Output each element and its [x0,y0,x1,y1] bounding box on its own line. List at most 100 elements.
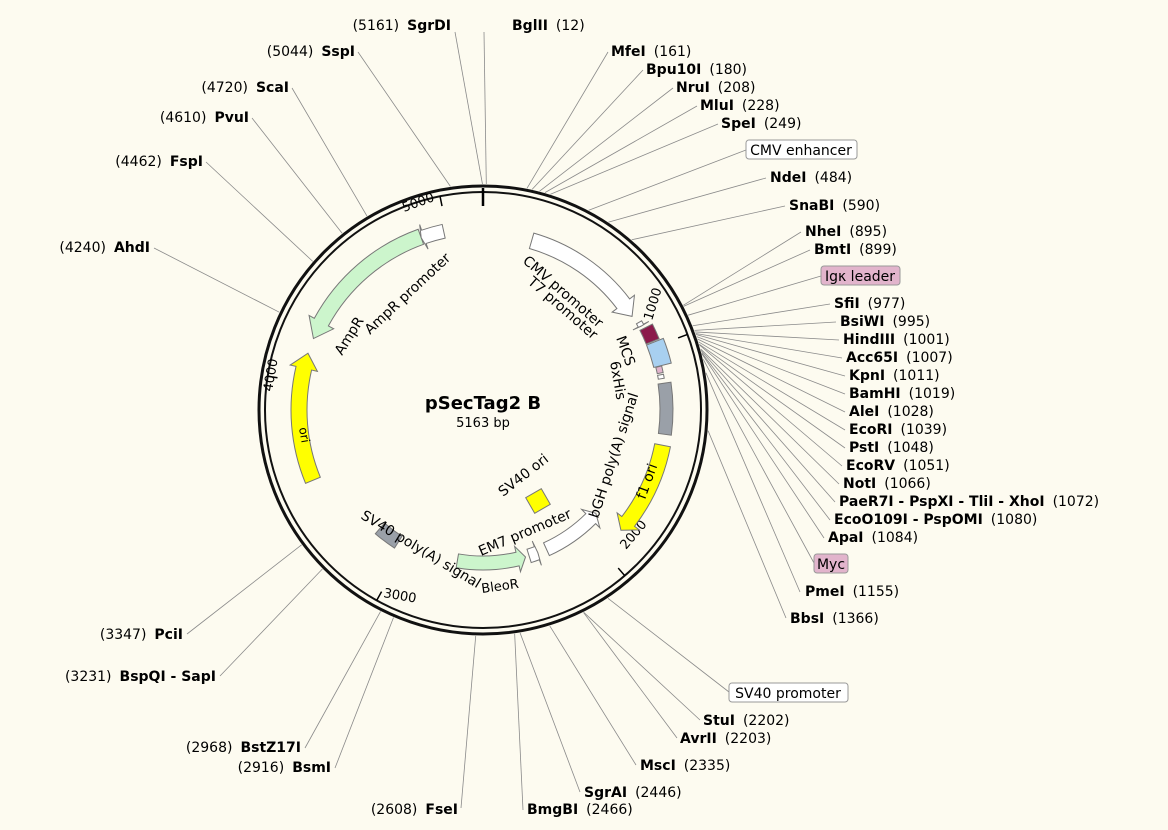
site-paer7i[interactable]: PaeR7I - PspXI - TliI - XhoI (1072) [839,494,1099,510]
feature-arc-6xhis[interactable] [657,373,665,380]
leader-line [304,611,381,749]
site-noti[interactable]: NotI (1066) [843,476,931,492]
feature-arc-sv40-poly-a-signal[interactable] [374,522,403,549]
site-pvui[interactable]: (4610) PvuI [160,110,249,126]
feature-arc-t7-promoter[interactable] [632,320,650,331]
site-sgrdi[interactable]: (5161) SgrDI [353,18,451,34]
site-bmgbi[interactable]: BmgBI (2466) [527,802,633,818]
site-fspi[interactable]: (4462) FspI [115,154,203,170]
feature-arc-f1-ori[interactable] [616,443,672,531]
boxed-feature-label: SV40 promoter [735,686,841,702]
site-scai[interactable]: (4720) ScaI [201,80,289,96]
leader-line [291,87,368,217]
leader-line [692,303,831,327]
site-ecori[interactable]: EcoRI (1039) [849,422,947,438]
boxed-feature-label: Myc [817,557,845,573]
site-ndei[interactable]: NdeI (484) [770,170,852,186]
site-avrii[interactable]: AvrII (2203) [680,731,771,747]
site-sspi[interactable]: (5044) SspI [267,44,355,60]
scale-tick-label-3000: 3000 [382,586,417,607]
label-6xhis: 6xHis [606,360,629,401]
feature-arc-mcs[interactable] [645,337,672,369]
feature-arc-ori[interactable] [288,352,322,485]
scale-tick-1000 [677,333,688,339]
leader-line [531,69,644,190]
boxed-feature-igk-leader[interactable]: Igκ leader [820,265,901,286]
site-nhei[interactable]: NheI (895) [805,224,887,240]
site-acc65i[interactable]: Acc65I (1007) [846,350,953,366]
site-bstz17i[interactable]: (2968) BstZ17I [186,740,301,756]
leader-line [583,612,678,739]
feature-arc-cmv-promoter[interactable] [528,232,636,318]
label-ampr: AmpR [332,314,368,358]
sv40-ori-box [525,488,551,514]
leader-line [695,331,840,341]
site-mfei[interactable]: MfeI (161) [611,44,691,60]
leader-line [544,105,698,193]
site-pmei[interactable]: PmeI (1155) [805,584,899,600]
leader-line [701,352,831,521]
site-mlui[interactable]: MluI (228) [700,98,780,114]
label-em7: EM7 promoter [476,506,574,560]
backbone-outer [257,184,709,636]
plasmid-length: 5163 bp [456,416,510,431]
site-spei[interactable]: SpeI (249) [721,116,801,132]
leader-line [700,350,836,503]
site-ecoo109i[interactable]: EcoO109I - PspOMI (1080) [834,512,1037,528]
site-sgrai[interactable]: SgrAI (2446) [584,785,682,801]
site-bbsi[interactable]: BbsI (1366) [790,611,879,627]
leader-line [694,321,837,331]
feature-arc-bgh-poly-a-signal[interactable] [657,381,674,436]
site-labels: (5161) SgrDI BglII (12) MfeI (161) Bpu10I (1… [59,18,1099,818]
boxed-feature-myc[interactable]: Myc [813,553,849,574]
site-fsei[interactable]: (2608) FseI [371,802,458,818]
leader-line [683,231,802,306]
site-bsmi[interactable]: (2916) BsmI [238,760,331,776]
site-nrui[interactable]: NruI (208) [676,80,755,96]
site-apai[interactable]: ApaI (1084) [828,530,918,546]
leader-line [251,117,343,234]
site-bspqi[interactable]: (3231) BspQI - SapI [65,669,216,685]
feature-arc-myc[interactable] [655,365,664,375]
feature-arc-ampr[interactable] [308,228,425,340]
site-sfii[interactable]: SfiI (977) [834,296,905,312]
feature-arc-ampr-promoter[interactable] [419,223,446,250]
boxed-feature-frame [745,139,858,160]
feature-arc-bleor[interactable] [455,544,527,574]
leader-line [695,334,846,377]
feature-arc-em7-promoter[interactable] [526,540,542,566]
leader-line [583,612,701,721]
boxed-feature-frame [813,553,849,574]
site-stui[interactable]: StuI (2202) [703,713,790,729]
site-pcii[interactable]: (3347) PciI [100,627,183,643]
scale-tick-5000 [439,196,443,207]
site-bglii[interactable]: BglII (12) [512,18,585,34]
site-snabi[interactable]: SnaBI (590) [789,198,880,214]
site-kpni[interactable]: KpnI (1011) [849,368,940,384]
leader-lines [153,31,846,811]
boxed-feature-cmv-enhancer[interactable]: CMV enhancer [745,139,858,160]
label-bleor: BleoR [480,577,519,597]
site-msci[interactable]: MscI (2335) [640,758,730,774]
boxed-feature-sv40-promoter[interactable]: SV40 promoter [728,682,849,703]
leader-line [153,247,280,313]
leader-line [700,348,840,485]
site-ahdi[interactable]: (4240) AhdI [59,240,150,256]
leader-line [608,177,767,223]
leader-line [705,372,801,593]
leader-line [454,31,483,185]
leader-line [698,343,846,449]
feature-arc-ig-leader[interactable] [639,323,660,345]
leader-line [483,31,487,185]
site-ecorv[interactable]: EcoRV (1051) [846,458,950,474]
site-bmti[interactable]: BmtI (899) [814,242,897,258]
leader-line [334,617,394,769]
site-alei[interactable]: AleI (1028) [849,404,934,420]
site-bpu10i[interactable]: Bpu10I (180) [646,62,747,78]
leader-line [519,632,581,793]
site-bamhi[interactable]: BamHI (1019) [849,386,955,402]
site-bsiwi[interactable]: BsiWI (995) [840,314,930,330]
feature-arc-sv40-promoter[interactable] [542,508,601,557]
site-hindiii[interactable]: HindIII (1001) [843,332,950,348]
site-psti[interactable]: PstI (1048) [849,440,934,456]
